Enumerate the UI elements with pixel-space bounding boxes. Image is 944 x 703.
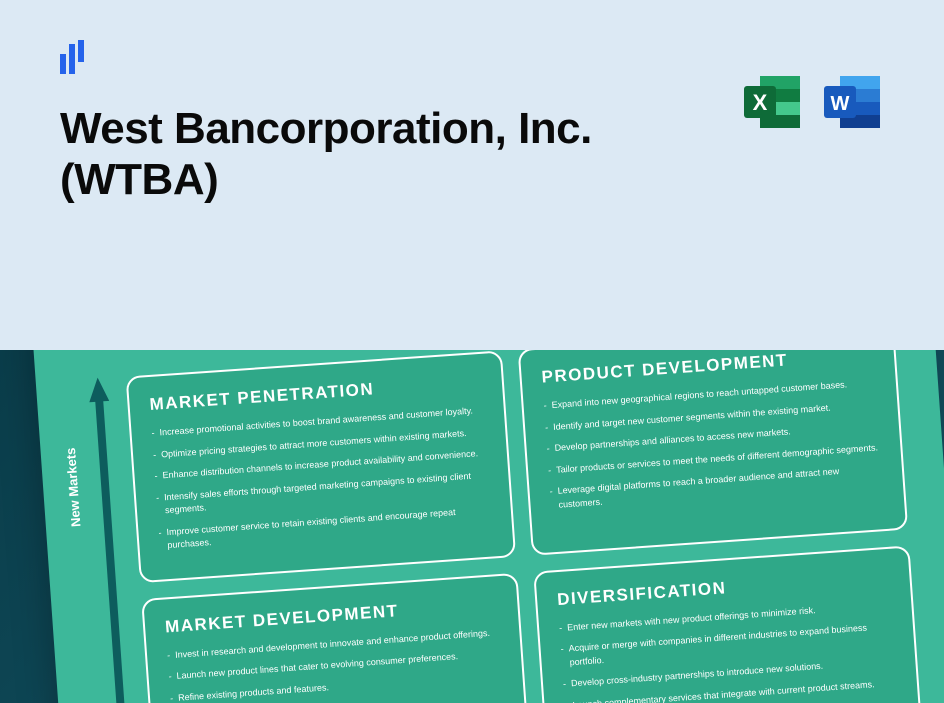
page-title: West Bancorporation, Inc. (WTBA) <box>60 104 660 205</box>
quadrant-list: Increase promotional activities to boost… <box>151 404 492 553</box>
svg-text:X: X <box>753 90 768 115</box>
matrix-quadrant: PRODUCT DEVELOPMENTExpand into new geogr… <box>518 350 908 555</box>
logo-bar <box>69 44 75 74</box>
app-icons-group: X W <box>740 70 884 134</box>
matrix-quadrant: MARKET PENETRATIONIncrease promotional a… <box>126 350 516 582</box>
ansoff-matrix-card: ANSOFF MATRIX New Markets kets MARKET PE… <box>30 350 944 703</box>
quadrant-list: Invest in research and development to in… <box>167 626 503 703</box>
header-section: West Bancorporation, Inc. (WTBA) X W <box>0 0 944 350</box>
excel-icon[interactable]: X <box>740 70 804 134</box>
logo <box>60 40 884 74</box>
matrix-grid: MARKET PENETRATIONIncrease promotional a… <box>126 350 922 703</box>
matrix-quadrant: MARKET DEVELOPMENTInvest in research and… <box>141 572 529 703</box>
word-icon[interactable]: W <box>820 70 884 134</box>
matrix-quadrant: DIVERSIFICATIONEnter new markets with ne… <box>533 545 921 703</box>
quadrant-list: Enter new markets with new product offer… <box>559 598 898 703</box>
content-section: ANSOFF MATRIX New Markets kets MARKET PE… <box>0 350 944 703</box>
axis-label-new-markets: New Markets <box>63 447 84 527</box>
quadrant-list: Expand into new geographical regions to … <box>543 376 883 512</box>
svg-text:W: W <box>831 93 850 115</box>
logo-bar <box>78 40 84 62</box>
logo-bar <box>60 54 66 74</box>
